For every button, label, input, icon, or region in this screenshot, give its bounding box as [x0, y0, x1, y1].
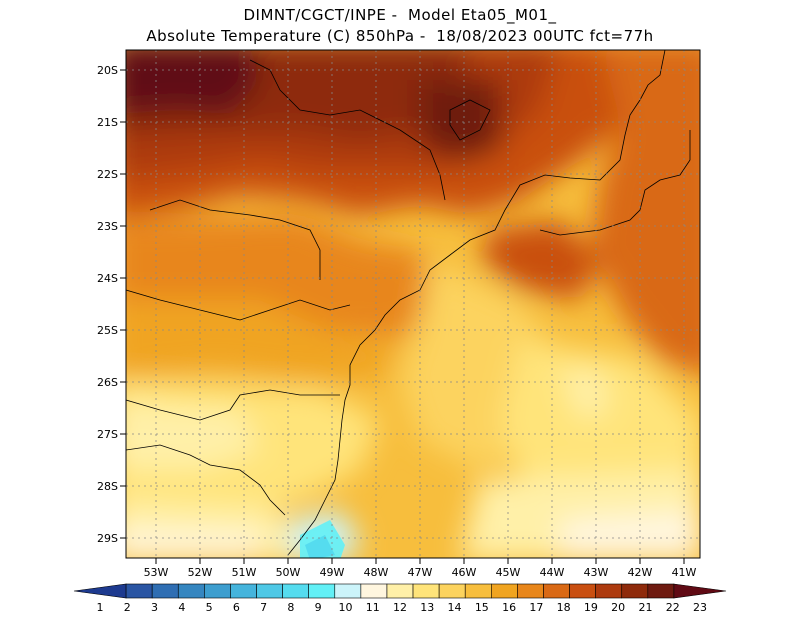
colorbar-label: 14 [448, 601, 462, 614]
colorbar-label: 5 [206, 601, 213, 614]
title-line-1: DIMNT/CGCT/INPE - Model Eta05_M01_ [243, 6, 557, 24]
colorbar-label: 9 [315, 601, 322, 614]
colorbar-swatch [647, 583, 675, 599]
grid-lines [126, 50, 700, 558]
colorbar-swatch [438, 583, 466, 599]
colorbar: 1 2 3 4 5 6 7 8 9 10 11 12 13 14 15 16 17 18 19 20 21 22 23 [73, 583, 727, 614]
colorbar-swatch [569, 583, 596, 599]
colorbar-swatch [517, 583, 544, 599]
colorbar-label: 13 [420, 601, 434, 614]
plot-frame [125, 49, 701, 559]
lon-label: 45W [496, 566, 521, 579]
colorbar-label: 11 [366, 601, 380, 614]
colorbar-swatch [256, 583, 283, 599]
colorbar-swatch [543, 583, 570, 599]
coastline-borders [126, 50, 691, 556]
colorbar-label: 7 [260, 601, 267, 614]
title-line-2: Absolute Temperature (C) 850hPa - 18/08/… [146, 27, 654, 45]
colorbar-swatch [595, 583, 623, 599]
colorbar-label: 15 [475, 601, 489, 614]
colorbar-label: 20 [611, 601, 625, 614]
lon-label: 41W [672, 566, 697, 579]
lat-label: 20S [97, 64, 118, 77]
lon-label: 51W [232, 566, 257, 579]
colorbar-label: 12 [393, 601, 407, 614]
lat-label: 28S [97, 480, 118, 493]
colorbar-label: 4 [178, 601, 185, 614]
lon-label: 43W [584, 566, 609, 579]
lon-label: 49W [320, 566, 345, 579]
lat-label: 29S [97, 532, 118, 545]
lon-label: 42W [628, 566, 653, 579]
colorbar-label: 1 [97, 601, 104, 614]
colorbar-swatch [621, 583, 649, 599]
colorbar-swatch [282, 583, 309, 599]
lat-label: 24S [97, 272, 118, 285]
lat-label: 23S [97, 220, 118, 233]
colorbar-swatch [177, 583, 205, 599]
temperature-field [126, 50, 700, 558]
lon-label: 44W [540, 566, 565, 579]
colorbar-swatch [230, 583, 257, 599]
lon-label: 47W [408, 566, 433, 579]
lat-label: 27S [97, 428, 118, 441]
colorbar-label: 21 [638, 601, 652, 614]
colorbar-label: 6 [233, 601, 240, 614]
lat-label: 26S [97, 376, 118, 389]
colorbar-swatch [464, 583, 492, 599]
colorbar-swatch [491, 583, 518, 599]
colorbar-label: 18 [557, 601, 571, 614]
colorbar-swatch [360, 583, 388, 599]
colorbar-label: 23 [693, 601, 707, 614]
lon-label: 50W [276, 566, 301, 579]
lon-label: 53W [144, 566, 169, 579]
colorbar-swatch [673, 583, 727, 599]
lat-label: 21S [97, 116, 118, 129]
colorbar-swatch [386, 583, 414, 599]
lon-label: 48W [364, 566, 389, 579]
colorbar-label: 10 [338, 601, 352, 614]
colorbar-label: 2 [124, 601, 131, 614]
colorbar-swatch [125, 583, 153, 599]
colorbar-label: 16 [502, 601, 516, 614]
lat-label: 25S [97, 324, 118, 337]
colorbar-label: 22 [666, 601, 680, 614]
lon-label: 52W [188, 566, 213, 579]
colorbar-label: 19 [584, 601, 598, 614]
lat-label: 22S [97, 168, 118, 181]
colorbar-label: 3 [151, 601, 158, 614]
colorbar-swatch [412, 583, 440, 599]
colorbar-swatch [204, 583, 231, 599]
lon-label: 46W [452, 566, 477, 579]
colorbar-swatch [151, 583, 179, 599]
colorbar-swatch [308, 583, 336, 599]
colorbar-swatch [73, 583, 127, 599]
colorbar-swatch [334, 583, 362, 599]
colorbar-label: 8 [287, 601, 294, 614]
colorbar-label: 17 [529, 601, 543, 614]
